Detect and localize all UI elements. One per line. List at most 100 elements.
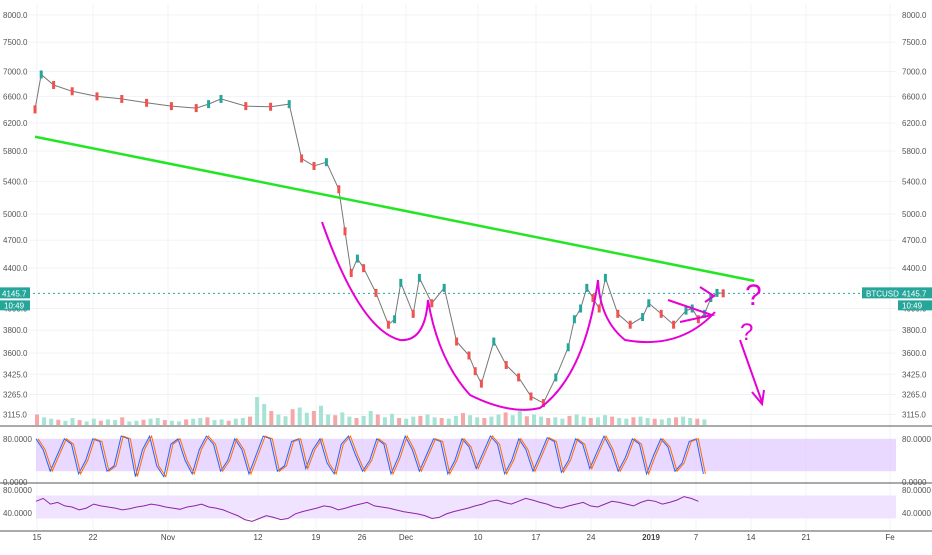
candle bbox=[39, 70, 43, 79]
volume-bar bbox=[645, 418, 650, 425]
candle bbox=[95, 92, 99, 101]
indicator1-line bbox=[35, 434, 704, 478]
candle bbox=[417, 273, 421, 282]
volume-bar bbox=[681, 416, 686, 425]
volume-bar bbox=[397, 418, 402, 425]
candle bbox=[337, 185, 341, 194]
price-tick-right: 8000.0 bbox=[902, 11, 927, 20]
volume-bar bbox=[319, 405, 323, 425]
volume-bar bbox=[120, 417, 125, 425]
price-tick-right: 6200.0 bbox=[902, 119, 927, 128]
price-tick-right: 7000.0 bbox=[902, 67, 927, 76]
volume-bar bbox=[91, 418, 96, 425]
volume-bar bbox=[134, 420, 139, 425]
price-tick-right: 5400.0 bbox=[902, 177, 927, 186]
price-tick-left: 3600.0 bbox=[3, 349, 28, 358]
candle bbox=[659, 309, 663, 318]
volume-bar bbox=[695, 418, 700, 425]
price-tick-right: 3265.0 bbox=[902, 391, 927, 400]
candle bbox=[70, 87, 74, 96]
volume-bars bbox=[35, 397, 707, 425]
price-series bbox=[33, 70, 725, 408]
price-tick-left: 6200.0 bbox=[3, 119, 28, 128]
volume-bar bbox=[674, 417, 678, 425]
volume-bar bbox=[127, 421, 132, 425]
volume-bar bbox=[169, 420, 174, 425]
candle bbox=[479, 379, 483, 388]
price-tick-left: 3115.0 bbox=[3, 410, 27, 419]
candle bbox=[672, 320, 676, 329]
volume-bar bbox=[652, 418, 657, 425]
volume-bar bbox=[269, 411, 274, 425]
volume-bar bbox=[659, 419, 664, 425]
volume-bar bbox=[297, 407, 302, 425]
countdown-text-left: 10:49 bbox=[4, 301, 25, 310]
price-tick-right: 6600.0 bbox=[902, 92, 927, 101]
countdown-label-left[interactable] bbox=[0, 300, 30, 311]
volume-bar bbox=[148, 418, 153, 425]
volume-bar bbox=[98, 420, 103, 425]
time-tick: 17 bbox=[532, 533, 541, 542]
price-tick-right: 7500.0 bbox=[902, 38, 927, 47]
arrow-down-drawing bbox=[739, 339, 765, 407]
volume-bar bbox=[198, 418, 203, 425]
volume-bar bbox=[461, 413, 465, 425]
volume-bar bbox=[219, 419, 224, 425]
candle bbox=[355, 254, 359, 263]
indicator1-tick-right: 0.0000 bbox=[902, 478, 927, 487]
volume-bar bbox=[453, 415, 458, 425]
last-price-label-left[interactable] bbox=[0, 287, 30, 299]
volume-bar bbox=[411, 416, 416, 425]
volume-bar bbox=[340, 412, 345, 425]
last-price-label-right[interactable] bbox=[862, 287, 932, 299]
price-tick-left: 3800.0 bbox=[3, 326, 28, 335]
question-mark: ? bbox=[740, 319, 753, 346]
indicator2-tick-right: 40.0000 bbox=[902, 509, 931, 518]
volume-bar bbox=[248, 416, 252, 425]
candle bbox=[269, 102, 273, 111]
pennant-tip bbox=[699, 286, 716, 303]
volume-bar bbox=[375, 414, 380, 425]
indicator2-band bbox=[36, 495, 896, 519]
candle bbox=[473, 367, 477, 376]
candle bbox=[566, 343, 570, 352]
volume-bar bbox=[205, 417, 210, 425]
volume-bar bbox=[42, 417, 47, 425]
price-tick-left: 3265.0 bbox=[3, 391, 28, 400]
price-tick-right: 5000.0 bbox=[902, 210, 927, 219]
volume-bar bbox=[63, 420, 68, 425]
candle bbox=[219, 94, 223, 103]
price-tick-left: 7000.0 bbox=[3, 67, 28, 76]
price-tick-left: 5000.0 bbox=[3, 210, 28, 219]
volume-bar bbox=[702, 419, 707, 425]
volume-bar bbox=[347, 416, 352, 425]
candle bbox=[120, 94, 124, 103]
volume-bar bbox=[631, 417, 636, 425]
candle bbox=[287, 100, 291, 109]
volume-bar bbox=[610, 416, 615, 425]
price-tick-right: 3425.0 bbox=[902, 370, 927, 379]
candle bbox=[492, 337, 496, 346]
volume-bar bbox=[361, 415, 366, 425]
cup-drawing bbox=[321, 221, 716, 411]
time-tick: 2019 bbox=[642, 533, 660, 542]
volume-bar bbox=[532, 414, 536, 425]
volume-bar bbox=[333, 415, 338, 425]
volume-bar bbox=[70, 418, 75, 425]
indicator2-tick-left: 40.0000 bbox=[3, 509, 32, 518]
volume-bar bbox=[162, 420, 167, 425]
volume-bar bbox=[468, 415, 473, 425]
volume-bar bbox=[489, 416, 494, 425]
volume-bar bbox=[624, 418, 629, 425]
volume-bar bbox=[191, 418, 196, 425]
time-tick: Nov bbox=[161, 533, 175, 542]
volume-bar bbox=[539, 416, 544, 425]
indicator1-tick-left: 0.0000 bbox=[3, 478, 28, 487]
countdown-label-right[interactable] bbox=[898, 300, 932, 311]
volume-bar bbox=[240, 418, 245, 425]
volume-bar bbox=[574, 414, 579, 425]
price-tick-left: 7500.0 bbox=[3, 38, 28, 47]
